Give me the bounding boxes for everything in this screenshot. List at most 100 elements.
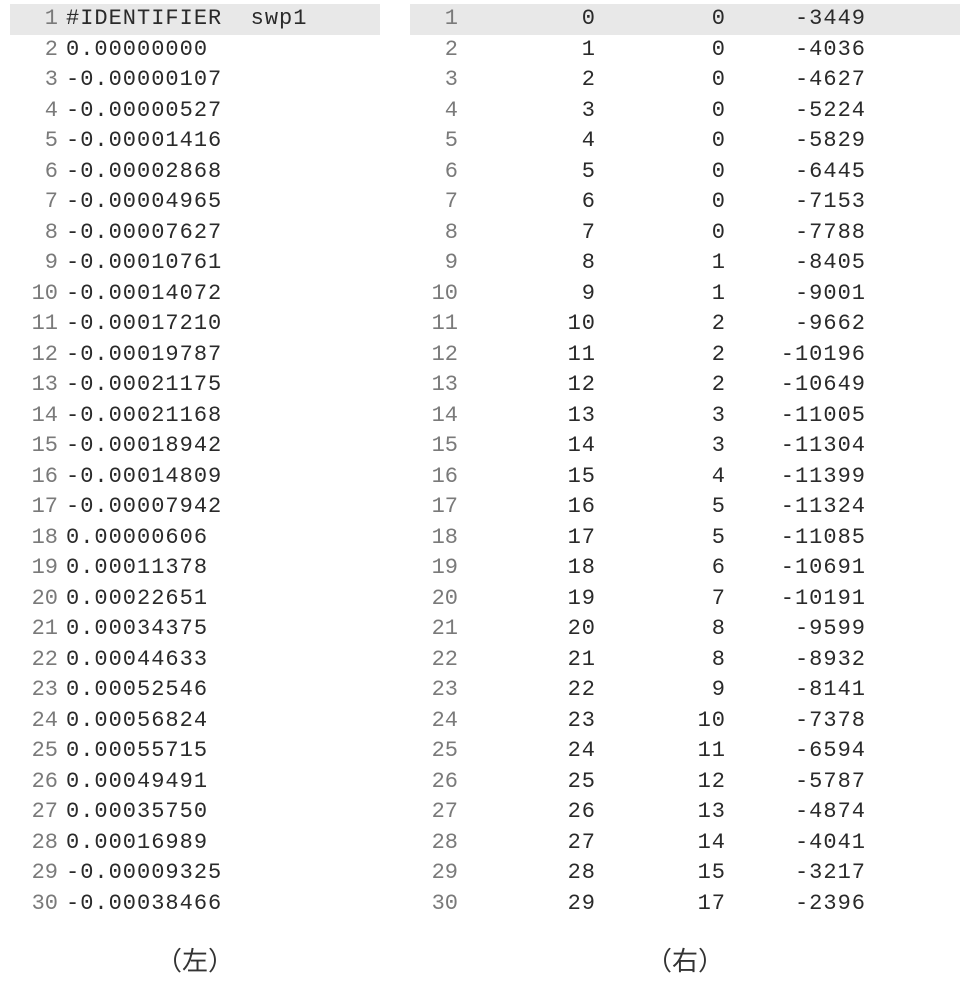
right-col-b: 9 [596, 675, 726, 706]
right-col-b: 10 [596, 706, 726, 737]
left-row: 180.00000606 [10, 523, 380, 554]
captions-row: （左） （右） [0, 923, 972, 978]
left-row: 30-0.00038466 [10, 889, 380, 920]
line-number: 8 [10, 218, 66, 249]
right-col-c: -4036 [726, 35, 886, 66]
right-row: 282714-4041 [410, 828, 960, 859]
right-col-b: 0 [596, 35, 726, 66]
line-number: 20 [410, 584, 466, 615]
line-number: 8 [410, 218, 466, 249]
right-row: 14133-11005 [410, 401, 960, 432]
right-row-content: 60-7153 [466, 187, 960, 218]
line-number: 16 [410, 462, 466, 493]
right-col-b: 0 [596, 4, 726, 35]
right-row: 540-5829 [410, 126, 960, 157]
right-row-content: 70-7788 [466, 218, 960, 249]
right-col-b: 17 [596, 889, 726, 920]
right-row: 15143-11304 [410, 431, 960, 462]
left-value: 0.00022651 [66, 584, 208, 615]
left-value: -0.00000107 [66, 65, 222, 96]
right-row-content: 2310-7378 [466, 706, 960, 737]
left-row: 240.00056824 [10, 706, 380, 737]
right-col-c: -10649 [726, 370, 886, 401]
right-row-content: 2512-5787 [466, 767, 960, 798]
right-col-b: 2 [596, 370, 726, 401]
right-row-content: 102-9662 [466, 309, 960, 340]
right-col-a: 22 [466, 675, 596, 706]
right-row: 100-3449 [410, 4, 960, 35]
right-row: 11102-9662 [410, 309, 960, 340]
line-number: 24 [10, 706, 66, 737]
right-col-b: 8 [596, 645, 726, 676]
line-number: 1 [410, 4, 466, 35]
right-col-c: -8141 [726, 675, 886, 706]
line-number: 19 [410, 553, 466, 584]
left-row: 11-0.00017210 [10, 309, 380, 340]
right-row: 210-4036 [410, 35, 960, 66]
left-row: 17-0.00007942 [10, 492, 380, 523]
left-value: 0.00016989 [66, 828, 208, 859]
line-number: 14 [410, 401, 466, 432]
right-row: 22218-8932 [410, 645, 960, 676]
line-number: 18 [410, 523, 466, 554]
right-col-a: 28 [466, 858, 596, 889]
line-number: 14 [10, 401, 66, 432]
right-row: 262512-5787 [410, 767, 960, 798]
right-col-a: 3 [466, 96, 596, 127]
line-number: 3 [410, 65, 466, 96]
right-row: 870-7788 [410, 218, 960, 249]
left-value: -0.00002868 [66, 157, 222, 188]
right-col-b: 13 [596, 797, 726, 828]
left-value: -0.00038466 [66, 889, 222, 920]
line-number: 7 [410, 187, 466, 218]
right-col-b: 3 [596, 401, 726, 432]
right-row-content: 81-8405 [466, 248, 960, 279]
left-value: 0.00056824 [66, 706, 208, 737]
left-value: 0.00000000 [66, 35, 208, 66]
left-row: 280.00016989 [10, 828, 380, 859]
left-value: 0.00044633 [66, 645, 208, 676]
left-row: 5-0.00001416 [10, 126, 380, 157]
right-col-c: -10191 [726, 584, 886, 615]
line-number: 24 [410, 706, 466, 737]
right-row: 430-5224 [410, 96, 960, 127]
line-number: 9 [410, 248, 466, 279]
right-row: 242310-7378 [410, 706, 960, 737]
left-value: -0.00007942 [66, 492, 222, 523]
right-col-b: 2 [596, 309, 726, 340]
line-number: 10 [410, 279, 466, 310]
line-number: 6 [410, 157, 466, 188]
line-number: 18 [10, 523, 66, 554]
line-number: 29 [410, 858, 466, 889]
left-row: 200.00022651 [10, 584, 380, 615]
line-number: 25 [410, 736, 466, 767]
right-col-a: 26 [466, 797, 596, 828]
right-col-a: 25 [466, 767, 596, 798]
right-col-a: 27 [466, 828, 596, 859]
right-col-c: -6594 [726, 736, 886, 767]
right-row: 292815-3217 [410, 858, 960, 889]
line-number: 26 [410, 767, 466, 798]
right-col-a: 21 [466, 645, 596, 676]
right-col-c: -8405 [726, 248, 886, 279]
line-number: 13 [10, 370, 66, 401]
line-number: 12 [10, 340, 66, 371]
left-value: -0.00004965 [66, 187, 222, 218]
right-col-b: 2 [596, 340, 726, 371]
line-number: 26 [10, 767, 66, 798]
line-number: 13 [410, 370, 466, 401]
right-col-b: 6 [596, 553, 726, 584]
right-col-a: 20 [466, 614, 596, 645]
line-number: 2 [10, 35, 66, 66]
line-number: 4 [10, 96, 66, 127]
line-number: 1 [10, 4, 66, 35]
left-row: 190.00011378 [10, 553, 380, 584]
right-col-c: -5829 [726, 126, 886, 157]
right-col-a: 11 [466, 340, 596, 371]
line-number: 2 [410, 35, 466, 66]
right-col-a: 7 [466, 218, 596, 249]
right-row-content: 218-8932 [466, 645, 960, 676]
right-col-b: 15 [596, 858, 726, 889]
right-panel: 100-3449210-4036320-4627430-5224540-5829… [410, 4, 960, 919]
line-number: 9 [10, 248, 66, 279]
